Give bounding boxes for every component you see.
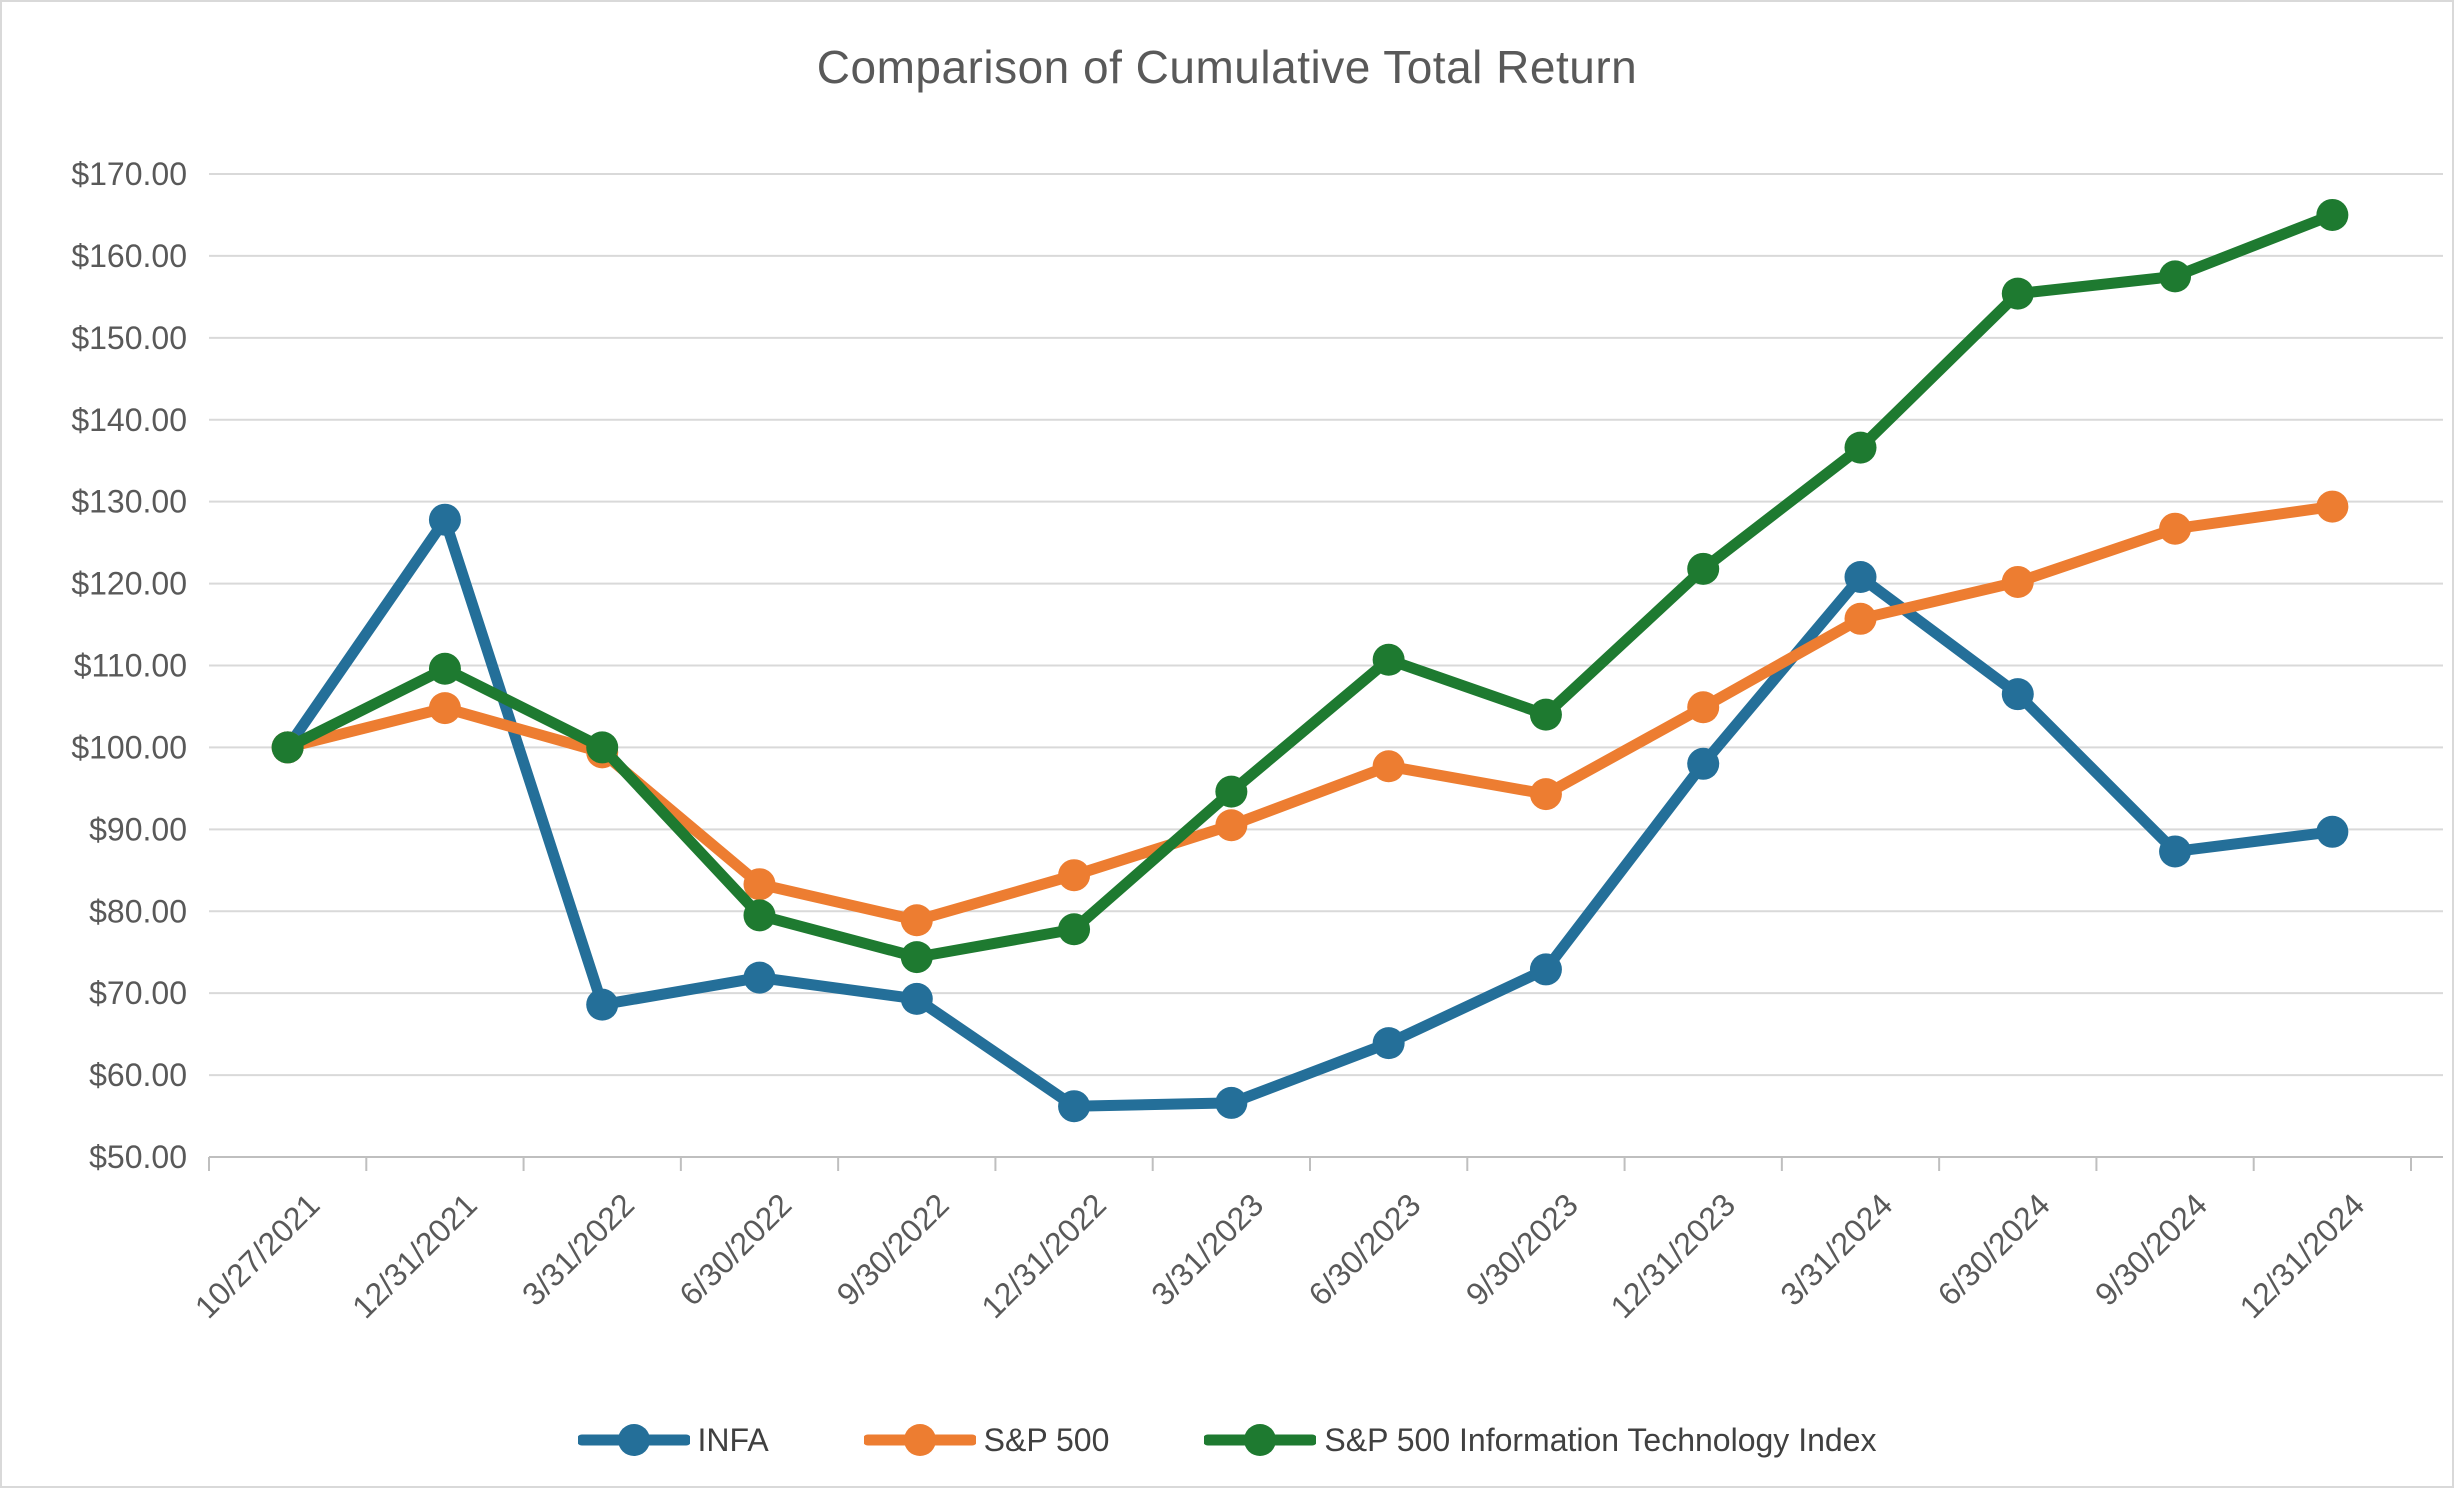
- data-point-marker: [428, 692, 461, 725]
- data-point-marker: [1844, 561, 1877, 594]
- data-point-marker: [1687, 552, 1720, 585]
- y-axis-tick-label: $90.00: [89, 811, 187, 847]
- x-axis-date-label: 10/27/2021: [188, 1186, 327, 1325]
- x-axis-date-label: 6/30/2023: [1301, 1186, 1427, 1312]
- legend-label: INFA: [697, 1421, 769, 1458]
- data-point-marker: [2001, 565, 2034, 598]
- data-point-marker: [1844, 602, 1877, 635]
- data-point-marker: [2316, 815, 2349, 848]
- data-point-marker: [586, 731, 619, 764]
- x-axis-date-label: 12/31/2023: [1603, 1186, 1742, 1325]
- y-axis-tick-label: $80.00: [89, 893, 187, 929]
- x-axis-date-label: 12/31/2024: [2233, 1186, 2372, 1325]
- y-axis-tick-label: $50.00: [89, 1139, 187, 1175]
- y-axis-tick-label: $140.00: [71, 402, 187, 438]
- x-axis-date-label: 12/31/2022: [974, 1186, 1113, 1325]
- x-axis-date-label: 6/30/2024: [1931, 1186, 2057, 1312]
- legend-label: S&P 500 Information Technology Index: [1324, 1421, 1877, 1458]
- data-point-marker: [743, 961, 776, 994]
- data-point-marker: [1844, 431, 1877, 464]
- chart-title: Comparison of Cumulative Total Return: [816, 41, 1638, 93]
- data-point-marker: [2316, 198, 2349, 231]
- data-point-marker: [2159, 512, 2192, 545]
- legend-item-s-p-500: S&P 500: [863, 1420, 1110, 1460]
- y-axis-tick-label: $160.00: [71, 238, 187, 274]
- y-axis-tick-label: $120.00: [71, 566, 187, 602]
- legend-marker-icon: [1204, 1424, 1317, 1456]
- series-line-infa: [282, 514, 2338, 1112]
- data-point-marker: [1215, 1086, 1248, 1119]
- x-axis-date-label: 3/31/2023: [1144, 1186, 1270, 1312]
- legend-marker-icon: [863, 1424, 976, 1456]
- data-point-marker: [2001, 678, 2034, 711]
- data-point-marker: [1529, 953, 1562, 986]
- legend-item-s-p-500-information-technology-index: S&P 500 Information Technology Index: [1204, 1420, 1876, 1460]
- data-point-marker: [900, 982, 933, 1015]
- data-point-marker: [1372, 1027, 1405, 1060]
- x-axis-date-label: 9/30/2024: [2088, 1186, 2214, 1312]
- data-point-marker: [1058, 913, 1091, 946]
- data-point-marker: [1058, 1090, 1091, 1123]
- x-axis-date-label: 3/31/2024: [1773, 1186, 1899, 1312]
- data-point-marker: [743, 899, 776, 932]
- data-point-marker: [1215, 809, 1248, 842]
- series-line-s-p-500-information-technology-index: [282, 209, 2338, 963]
- data-point-marker: [900, 941, 933, 974]
- chart-legend: INFA S&P 500 S&P 500 Information Technolog…: [2, 1420, 2452, 1460]
- data-point-marker: [2001, 277, 2034, 310]
- y-axis-tick-label: $130.00: [71, 484, 187, 520]
- legend-item-infa: INFA: [577, 1420, 769, 1460]
- data-point-marker: [1215, 775, 1248, 808]
- data-point-marker: [1372, 750, 1405, 783]
- x-axis-date-label: 9/30/2023: [1459, 1186, 1585, 1312]
- data-point-marker: [1687, 691, 1720, 724]
- data-point-marker: [743, 868, 776, 901]
- data-point-marker: [1058, 859, 1091, 892]
- data-point-marker: [1529, 778, 1562, 811]
- x-axis-date-label: 3/31/2022: [515, 1186, 641, 1312]
- data-point-marker: [1687, 747, 1720, 780]
- y-axis-tick-label: $150.00: [71, 320, 187, 356]
- x-axis-date-label: 9/30/2022: [830, 1186, 956, 1312]
- data-point-marker: [1372, 643, 1405, 676]
- data-point-marker: [2159, 835, 2192, 868]
- data-point-marker: [2316, 490, 2349, 523]
- data-point-marker: [2159, 260, 2192, 293]
- y-axis-tick-label: $100.00: [71, 729, 187, 765]
- data-point-marker: [428, 652, 461, 685]
- y-axis-tick-label: $110.00: [74, 648, 187, 684]
- x-axis-date-label: 6/30/2022: [672, 1186, 798, 1312]
- legend-marker-icon: [577, 1424, 690, 1456]
- legend-label: S&P 500: [983, 1421, 1110, 1458]
- data-point-marker: [586, 988, 619, 1021]
- data-point-marker: [271, 731, 304, 764]
- y-axis-tick-label: $60.00: [89, 1057, 187, 1093]
- data-point-marker: [900, 904, 933, 937]
- data-point-marker: [428, 503, 461, 536]
- y-axis-tick-label: $170.00: [71, 156, 187, 192]
- y-axis-tick-label: $70.00: [89, 975, 187, 1011]
- data-point-marker: [1529, 698, 1562, 731]
- x-axis-date-label: 12/31/2021: [345, 1186, 484, 1325]
